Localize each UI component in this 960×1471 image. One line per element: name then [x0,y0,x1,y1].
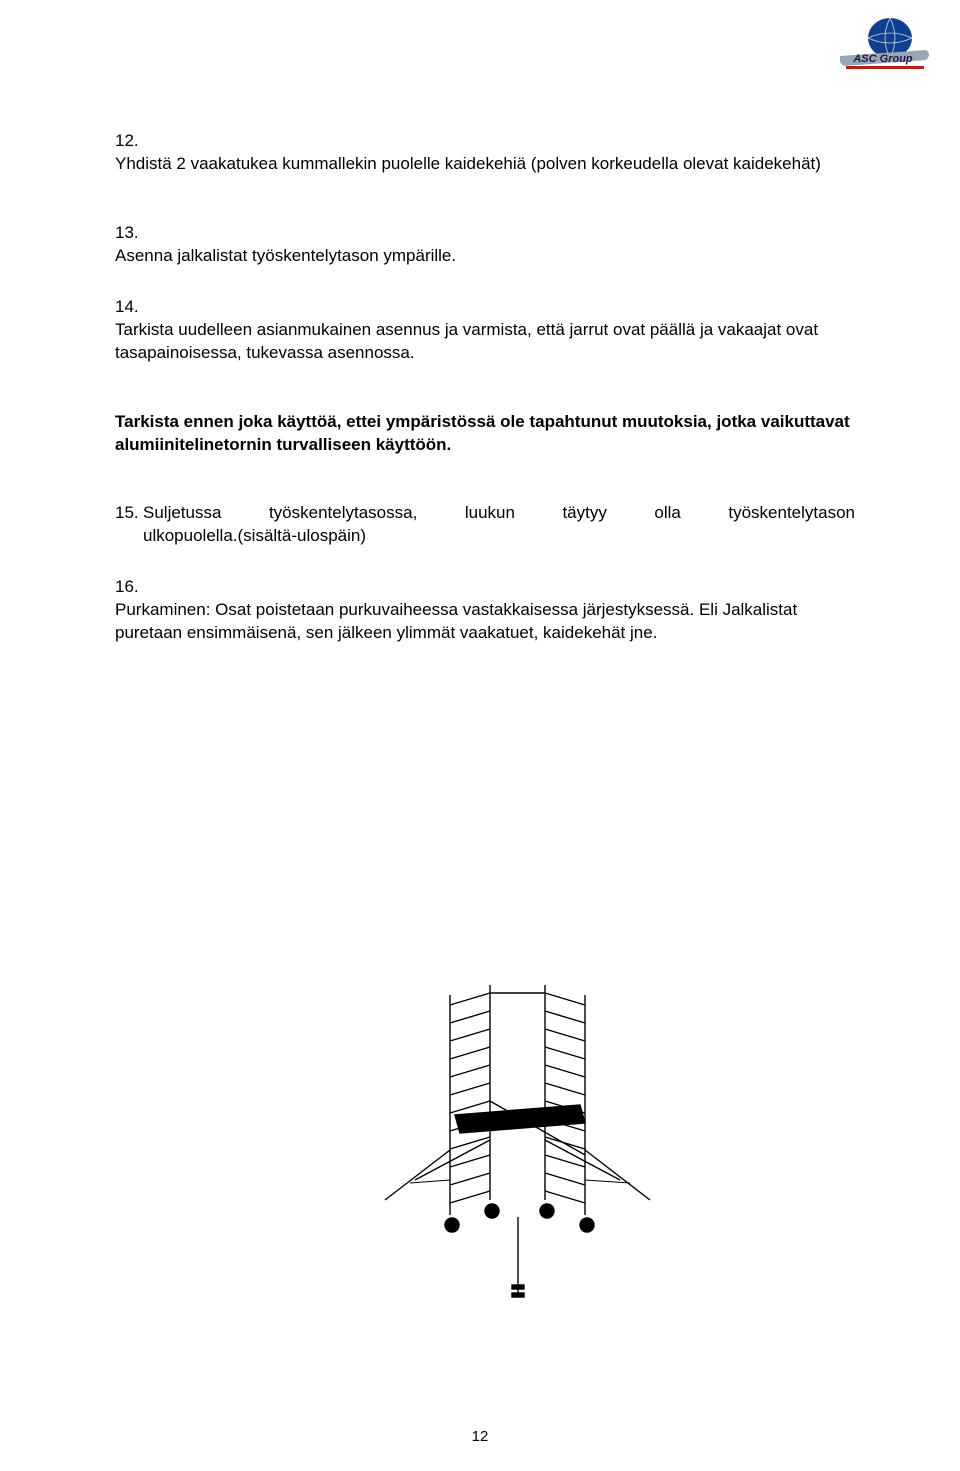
item-text-line2: ulkopuolella.(sisältä-ulospäin) [143,526,366,545]
list-item-12: 12. Yhdistä 2 vaakatukea kummallekin puo… [115,130,855,176]
item-text: Purkaminen: Osat poistetaan purkuvaihees… [115,599,823,645]
list-item-13: 13. Asenna jalkalistat työskentelytason … [115,222,855,268]
page-number: 12 [0,1428,960,1445]
item-number: 14. [115,296,143,319]
item-number: 12. [115,130,143,153]
scaffold-diagram [380,985,660,1315]
bold-warning: Tarkista ennen joka käyttöä, ettei ympär… [115,411,855,457]
brand-text: ASC Group [852,53,913,65]
item-text: Tarkista uudelleen asianmukainen asennus… [115,319,823,365]
list-item-16: 16. Purkaminen: Osat poistetaan purkuvai… [115,576,855,645]
brand-logo: ASC Group [840,18,930,78]
item-number: 15. [115,502,143,525]
item-text: Yhdistä 2 vaakatukea kummallekin puolell… [115,153,823,176]
item-number: 13. [115,222,143,245]
list-item-14: 14. Tarkista uudelleen asianmukainen ase… [115,296,855,365]
item-text-line1: Suljetussa työskentelytasossa, luukun tä… [143,502,855,525]
list-item-15: 15. Suljetussa työskentelytasossa, luuku… [115,502,855,548]
item-number: 16. [115,576,143,599]
document-body: 12. Yhdistä 2 vaakatukea kummallekin puo… [115,130,855,673]
item-text: Asenna jalkalistat työskentelytason ympä… [115,245,823,268]
